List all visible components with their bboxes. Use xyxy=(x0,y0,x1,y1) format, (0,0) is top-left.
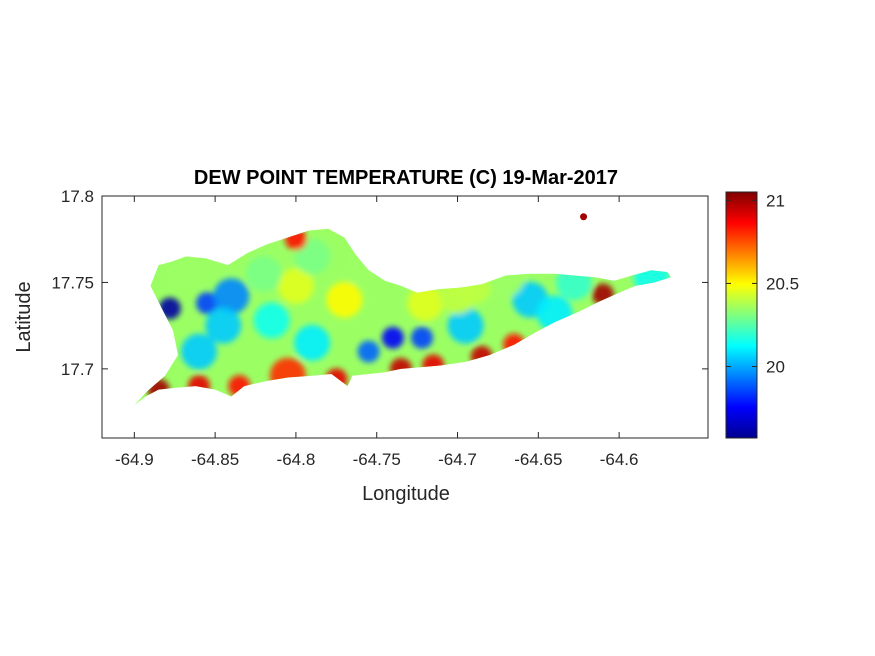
x-axis-ticks: -64.9 -64.85 -64.8 -64.75 -64.7 -64.65 -64.6 xyxy=(115,196,639,469)
y-axis-label: Latitude xyxy=(13,281,35,352)
dew-point-cell xyxy=(389,357,412,380)
dew-point-cell xyxy=(325,368,348,391)
dew-point-cell xyxy=(213,278,250,315)
dew-point-cell xyxy=(447,307,484,344)
x-tick-label: -64.6 xyxy=(600,450,639,469)
dew-point-cell xyxy=(407,285,444,322)
y-axis-ticks: 17.8 17.75 17.7 xyxy=(51,187,708,379)
dew-point-cell xyxy=(187,375,210,398)
y-tick-label: 17.75 xyxy=(51,273,94,292)
dew-point-cell xyxy=(555,264,592,301)
dew-point-cell xyxy=(228,375,251,398)
dew-point-cell xyxy=(253,302,290,339)
cay-hotspot xyxy=(580,213,588,221)
dew-point-cell xyxy=(591,283,614,306)
x-tick-label: -64.75 xyxy=(353,450,401,469)
x-tick-label: -64.9 xyxy=(115,450,154,469)
colorbar-tick-label: 20.5 xyxy=(766,274,799,293)
chart-title: DEW POINT TEMPERATURE (C) 19-Mar-2017 xyxy=(194,167,618,189)
dew-point-cell xyxy=(196,292,219,315)
dew-point-cell xyxy=(164,252,201,289)
dew-point-cell xyxy=(422,354,445,377)
dew-point-cell xyxy=(158,297,181,320)
dew-point-cell xyxy=(277,267,314,304)
dew-point-cell xyxy=(455,267,492,304)
y-tick-label: 17.8 xyxy=(61,187,94,206)
dew-point-cell xyxy=(488,260,524,297)
x-tick-label: -64.7 xyxy=(438,450,477,469)
dew-point-cell xyxy=(470,345,493,368)
dew-point-cell xyxy=(147,378,170,401)
dew-point-cell xyxy=(410,326,433,349)
x-tick-label: -64.85 xyxy=(191,450,239,469)
dew-point-cell xyxy=(357,340,380,363)
colorbar: 20 20.5 21 xyxy=(725,191,799,439)
dew-point-cell xyxy=(205,307,242,344)
colorbar-tick-label: 20 xyxy=(766,358,785,377)
colorbar-tick-label: 21 xyxy=(766,191,785,210)
dew-point-cell xyxy=(180,333,217,370)
y-tick-label: 17.7 xyxy=(61,360,94,379)
dew-point-cell xyxy=(342,247,379,284)
dew-point-cell xyxy=(536,295,573,332)
dew-point-cell xyxy=(503,333,526,356)
x-axis-label: Longitude xyxy=(362,483,450,505)
dew-point-cell xyxy=(326,281,363,318)
plot-area xyxy=(101,195,709,439)
dew-point-cell xyxy=(284,228,307,251)
colorbar-ticks: 20 20.5 21 xyxy=(726,191,799,377)
dew-point-cell xyxy=(294,324,331,361)
dew-point-cell xyxy=(633,259,670,296)
x-tick-label: -64.8 xyxy=(277,450,316,469)
x-tick-label: -64.65 xyxy=(514,450,562,469)
dew-point-cell xyxy=(381,326,404,349)
colorbar-gradient xyxy=(725,191,758,439)
dew-point-cell xyxy=(245,255,282,292)
dew-point-cell xyxy=(269,357,306,394)
axes-frame xyxy=(101,195,709,439)
